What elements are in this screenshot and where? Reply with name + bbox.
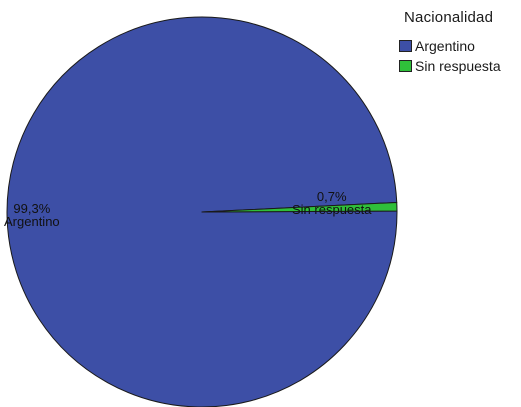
slice-category-argentino: Argentino [4, 214, 60, 229]
slice-label-sin-respuesta: 0,7% Sin respuesta [292, 190, 372, 216]
legend-label-sin-respuesta: Sin respuesta [415, 58, 501, 74]
legend-item-argentino: Argentino [399, 38, 475, 54]
slice-value-argentino: 99,3% [13, 201, 51, 216]
slice-category-sin-respuesta: Sin respuesta [292, 202, 372, 217]
legend-swatch-argentino [399, 40, 412, 52]
legend-swatch-sin-respuesta [399, 60, 412, 72]
slice-label-argentino: 99,3% Argentino [4, 202, 60, 228]
legend-item-sin-respuesta: Sin respuesta [399, 58, 501, 74]
legend-title: Nacionalidad [404, 9, 494, 26]
slice-value-sin-respuesta: 0,7% [316, 189, 347, 204]
legend-label-argentino: Argentino [415, 38, 475, 54]
pie-slice-sin-respuesta [201, 201, 398, 213]
